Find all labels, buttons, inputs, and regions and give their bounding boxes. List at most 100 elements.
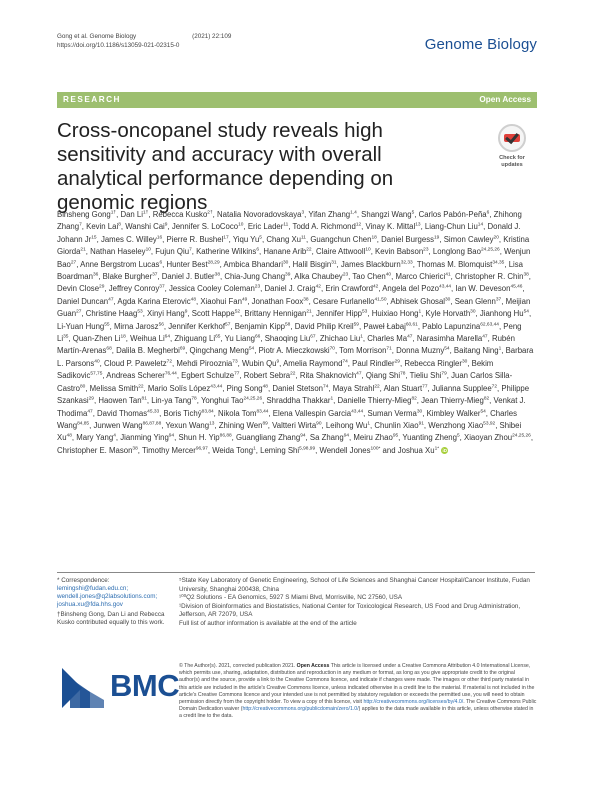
correspondence-emails[interactable]: lemingshi@fudan.edu.cn; wendell.jones@q2…	[57, 585, 158, 608]
waiver-link[interactable]: http://creativecommons.org/publicdomain/…	[242, 706, 359, 713]
author-name: Sean Glenn37	[454, 296, 502, 306]
author-name: Mary Yang4	[76, 433, 116, 443]
author-name: Suman Verma30	[367, 408, 423, 418]
author-name: Danielle Thierry-Mieg82	[337, 396, 417, 406]
license-text: © The Author(s). 2021, corrected publica…	[179, 663, 537, 720]
author-name: Haowen Tan81	[98, 396, 147, 406]
author-name: Cesare Furlanello41,50	[312, 296, 387, 306]
bmc-logo: BMC	[60, 664, 180, 710]
author-name: Wendell Jones100*	[319, 445, 381, 455]
author-name: Jonathan Foox38	[251, 296, 309, 306]
author-name: Yifan Zhang1,4	[308, 210, 357, 219]
author-name: Tao Chen40	[352, 272, 392, 282]
author-name: Meiru Zhao95	[353, 433, 399, 443]
author-name: Boris Tichý83,84	[163, 408, 214, 418]
author-name: Xiaoyan Zhou24,25,26	[464, 433, 531, 443]
author-name: Nikola Tom83,44	[218, 408, 269, 418]
author-name: Shangzi Wang5	[361, 210, 415, 219]
author-name: Ambica Bhandari30	[223, 259, 289, 269]
affiliation-item: ⁵State Key Laboratory of Genetic Enginee…	[179, 577, 530, 593]
author-name: Baitang Ning1	[453, 346, 502, 356]
author-name: James Blackburn32,33	[340, 259, 413, 269]
author-name: Katherine Wilkins6	[196, 247, 259, 257]
author-name: Erin Crawford42	[325, 284, 379, 294]
author-name: Qiang Shi78	[365, 371, 406, 381]
equal-contribution-note: †Binsheng Gong, Dan Li and Rebecca Kusko…	[57, 611, 165, 626]
author-name: Wenjun Bao27	[57, 247, 531, 269]
orcid-icon[interactable]: iD	[441, 447, 449, 455]
author-name: Valtteri Wirta90	[272, 420, 322, 430]
author-name: Kevin Lai8	[86, 222, 121, 232]
author-name: Zhihong Zhang7	[57, 210, 522, 232]
author-name: Daniel J. Butler38	[161, 272, 220, 282]
author-name: Huixiao Hong1	[371, 309, 422, 319]
author-name: Juan Carlos Silla-Castro80	[57, 371, 513, 393]
license-link[interactable]: http://creativecommons.org/licenses/by/4…	[363, 699, 464, 706]
author-name: Devin Close29	[57, 284, 105, 294]
author-name: Longlong Bao24,25,26	[432, 247, 500, 257]
author-name: Fujun Qiu7	[155, 247, 192, 257]
author-name: Charles Wang84,85	[57, 408, 517, 430]
author-name: Vinay K. Mittal13	[365, 222, 421, 232]
author-name: Christopher R. Chin38	[454, 272, 529, 282]
correspondence-label: * Correspondence:	[57, 577, 110, 584]
author-name: Dalila B. Megherbi69	[116, 346, 186, 356]
author-name: Christopher E. Mason38	[57, 445, 138, 455]
author-name: Timothy Mercer96,97	[141, 445, 208, 455]
author-name: Benjamin Kipp58	[234, 321, 291, 331]
author-name: Maya Strahl22	[332, 383, 380, 393]
author-name: Chia-Jung Chang39	[224, 272, 291, 282]
author-name: Claire Attwooll10	[315, 247, 371, 257]
doi-link[interactable]: https://doi.org/10.1186/s13059-021-02315…	[57, 42, 180, 49]
author-name: Jennifer S. LoCoco10	[171, 222, 244, 232]
author-name: Natalia Novoradovskaya3	[216, 210, 305, 219]
author-name: Paul Rindler29	[352, 358, 400, 368]
author-name: Shraddha Thakkar1	[266, 396, 334, 406]
author-name: Julianna Supplee72	[431, 383, 498, 393]
author-name: Mehdi Pirooznia73	[176, 358, 238, 368]
author-name: Liang-Chun Liu14	[424, 222, 484, 232]
author-name: Carlos Pabón-Peña6	[418, 210, 490, 219]
author-name: Andreas Scherer76,44	[106, 371, 177, 381]
author-name: Daniel Stetson74	[272, 383, 329, 393]
author-name: Shun H. Yip86,88	[178, 433, 232, 443]
author-name: Xiaohui Fan49	[200, 296, 248, 306]
author-name: Blake Burgher37	[102, 272, 158, 282]
author-name: Hanane Arib22	[263, 247, 312, 257]
author-name: Mario Solís López43,44	[147, 383, 223, 393]
open-access-label: Open Access	[479, 95, 531, 104]
author-name: Leihong Wu1	[325, 420, 371, 430]
author-name: Jianhong Hu54	[479, 309, 529, 319]
check-updates-icon	[498, 124, 526, 152]
author-name: Li-Yuan Hung55	[57, 321, 110, 331]
citation-header: Gong et al. Genome Biology (2021) 22:109 …	[57, 32, 287, 50]
author-name: Chunlin Xiao91	[374, 420, 424, 430]
author-name: Guangliang Zhang94	[236, 433, 306, 443]
author-name: Yuanting Zheng5	[402, 433, 460, 443]
author-name: Jennifer Hipp53	[316, 309, 368, 319]
author-name: Paweł Łabaj60,61	[363, 321, 418, 331]
check-for-updates-badge[interactable]: Check for updates	[489, 124, 535, 176]
author-list: Binsheng Gong1†, Dan Li1†, Rebecca Kusko…	[57, 210, 534, 455]
author-name: Rubén Martín-Arenas68	[57, 334, 515, 356]
author-name: Hunter Best28,29	[166, 259, 220, 269]
article-title: Cross-oncopanel study reveals high sensi…	[57, 119, 394, 214]
author-name: Melissa Smith22	[89, 383, 144, 393]
author-name: Philippe Szankasi29	[57, 383, 530, 406]
author-name: Alka Chaubey23	[294, 272, 349, 282]
author-name: Xinyi Hang9	[147, 309, 188, 319]
correspondence-block: * Correspondence: lemingshi@fudan.edu.cn…	[57, 577, 167, 627]
author-name: Todd A. Richmond12	[292, 222, 362, 232]
article-type-label: RESEARCH	[63, 95, 121, 104]
author-name: Pierre R. Bushel17	[166, 234, 229, 244]
affiliation-note: Full list of author information is avail…	[179, 619, 357, 627]
affiliation-item: ¹Division of Bioinformatics and Biostati…	[179, 602, 521, 619]
bmc-logo-icon	[62, 668, 104, 708]
author-name: Zhichao Liu1	[319, 334, 363, 344]
author-name: Peng Li35	[57, 321, 522, 344]
author-name: Kimbley Walker54	[426, 408, 486, 418]
author-name: Elena Vallespin Garcia43,44	[272, 408, 364, 418]
article-type-banner: RESEARCH Open Access	[57, 92, 537, 108]
author-name: Nathan Haseley10	[90, 247, 151, 257]
author-name: Qingchang Meng54	[189, 346, 255, 356]
